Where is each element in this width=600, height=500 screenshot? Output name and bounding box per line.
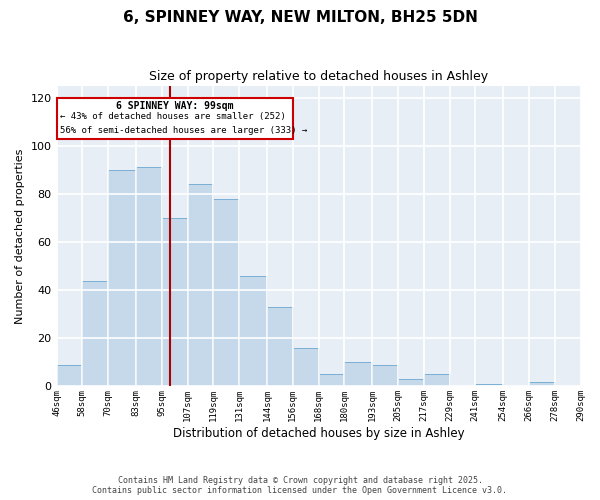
Bar [213,198,239,386]
Text: 6 SPINNEY WAY: 99sqm: 6 SPINNEY WAY: 99sqm [116,101,233,111]
Text: Contains HM Land Registry data © Crown copyright and database right 2025.
Contai: Contains HM Land Registry data © Crown c… [92,476,508,495]
Bar [529,382,555,386]
Bar [188,184,213,386]
Bar [108,170,136,386]
Bar [293,348,319,387]
Text: ← 43% of detached houses are smaller (252): ← 43% of detached houses are smaller (25… [60,112,286,122]
Bar [267,307,293,386]
X-axis label: Distribution of detached houses by size in Ashley: Distribution of detached houses by size … [173,427,464,440]
Bar [56,365,82,386]
Title: Size of property relative to detached houses in Ashley: Size of property relative to detached ho… [149,70,488,83]
Bar [319,374,344,386]
Text: 56% of semi-detached houses are larger (333) →: 56% of semi-detached houses are larger (… [60,126,307,135]
Text: 6, SPINNEY WAY, NEW MILTON, BH25 5DN: 6, SPINNEY WAY, NEW MILTON, BH25 5DN [122,10,478,25]
Bar [424,374,449,386]
Bar [344,362,372,386]
Bar [162,218,188,386]
Bar [239,276,267,386]
Bar [398,379,424,386]
Y-axis label: Number of detached properties: Number of detached properties [15,148,25,324]
Bar [82,280,108,386]
Bar [136,168,162,386]
Bar [475,384,503,386]
Bar [56,98,293,138]
Bar [372,365,398,386]
